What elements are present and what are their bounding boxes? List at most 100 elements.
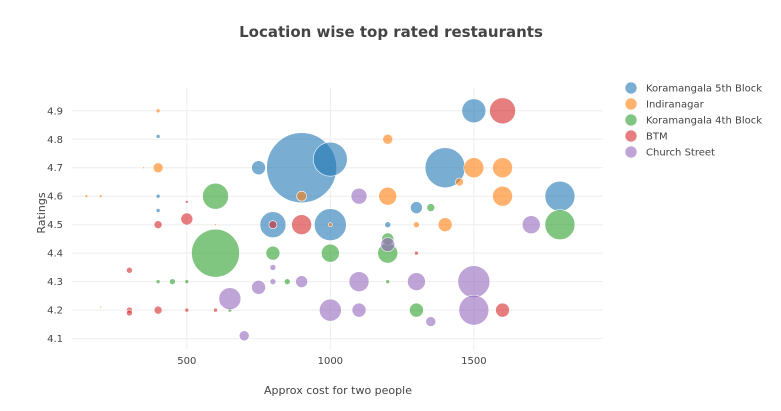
data-point[interactable] <box>380 237 396 252</box>
data-point[interactable] <box>184 279 190 284</box>
legend-label: Koramangala 4th Block <box>646 116 762 127</box>
data-point[interactable] <box>126 266 133 274</box>
y-tick-label: 4.1 <box>47 334 63 345</box>
data-point[interactable] <box>126 309 133 317</box>
data-point[interactable] <box>463 157 485 179</box>
data-point[interactable] <box>414 250 419 256</box>
y-tick-label: 4.7 <box>47 163 63 174</box>
data-point[interactable] <box>152 162 164 174</box>
x-tick-label: 1500 <box>461 356 486 367</box>
legend-item[interactable]: Koramangala 4th Block <box>624 113 762 127</box>
data-point[interactable] <box>313 141 348 177</box>
data-point[interactable] <box>251 160 266 176</box>
data-point[interactable] <box>185 200 189 204</box>
legend-label: BTM <box>646 132 668 143</box>
data-point[interactable] <box>544 209 576 240</box>
x-tick-label: 500 <box>177 356 196 367</box>
legend-item[interactable]: BTM <box>624 129 668 143</box>
series-4 <box>218 187 541 342</box>
data-point[interactable] <box>382 133 394 145</box>
data-point[interactable] <box>348 271 370 292</box>
legend-item[interactable]: Church Street <box>624 145 715 159</box>
data-point[interactable] <box>544 180 576 212</box>
data-point[interactable] <box>214 223 217 226</box>
legend-label: Church Street <box>646 148 715 159</box>
data-point[interactable] <box>180 212 194 226</box>
data-point[interactable] <box>351 302 367 318</box>
data-point[interactable] <box>378 186 398 206</box>
data-point[interactable] <box>153 220 163 229</box>
legend-marker <box>624 81 638 95</box>
y-tick-label: 4.9 <box>47 106 63 117</box>
data-point[interactable] <box>492 185 513 207</box>
y-tick-label: 4.2 <box>47 306 63 317</box>
data-point[interactable] <box>155 134 161 139</box>
legend-marker <box>624 97 638 111</box>
data-point[interactable] <box>321 243 340 263</box>
data-point[interactable] <box>202 182 229 210</box>
legend: Koramangala 5th Block Indiranagar Koramang… <box>624 81 762 159</box>
data-point[interactable] <box>99 305 103 309</box>
data-point[interactable] <box>495 302 510 318</box>
data-point[interactable] <box>251 280 266 295</box>
data-point[interactable] <box>153 305 163 315</box>
data-point[interactable] <box>458 294 490 326</box>
data-point[interactable] <box>155 208 161 213</box>
legend-item[interactable]: Indiranagar <box>624 97 705 111</box>
y-axis-label: Ratings <box>35 192 48 233</box>
data-point[interactable] <box>489 97 516 125</box>
data-point[interactable] <box>319 298 342 322</box>
data-point[interactable] <box>155 279 161 284</box>
data-point[interactable] <box>269 278 277 285</box>
x-tick-label: 1000 <box>318 356 343 367</box>
data-point[interactable] <box>461 98 487 124</box>
data-point[interactable] <box>291 214 312 235</box>
axis-ticks: 4.1 4.2 4.3 4.4 4.5 4.6 4.7 4.8 4.9 500 1000 1500 <box>47 106 486 367</box>
data-point[interactable] <box>384 221 392 228</box>
data-point[interactable] <box>407 272 426 291</box>
data-point[interactable] <box>238 330 250 342</box>
data-point[interactable] <box>98 194 103 199</box>
chart-title: Location wise top rated restaurants <box>239 23 543 41</box>
data-point[interactable] <box>328 222 333 227</box>
data-point[interactable] <box>426 203 436 212</box>
data-point[interactable] <box>84 194 89 199</box>
y-tick-label: 4.6 <box>47 192 63 203</box>
y-tick-label: 4.4 <box>47 249 63 260</box>
data-point[interactable] <box>521 215 541 234</box>
legend-item[interactable]: Koramangala 5th Block <box>624 81 762 95</box>
y-tick-label: 4.8 <box>47 135 63 146</box>
data-point[interactable] <box>295 275 308 288</box>
data-point[interactable] <box>492 157 513 179</box>
data-point[interactable] <box>425 316 437 327</box>
data-point[interactable] <box>350 187 368 205</box>
plot-area <box>84 97 576 342</box>
data-point[interactable] <box>283 278 291 285</box>
data-point[interactable] <box>269 264 277 271</box>
x-axis-label: Approx cost for two people <box>264 384 412 397</box>
data-point[interactable] <box>184 307 190 313</box>
series-3 <box>126 97 516 318</box>
data-point[interactable] <box>155 108 161 114</box>
data-point[interactable] <box>218 287 242 311</box>
data-point[interactable] <box>385 279 391 284</box>
legend-marker <box>624 129 638 143</box>
data-point[interactable] <box>155 193 161 199</box>
data-point[interactable] <box>191 228 240 278</box>
data-point[interactable] <box>142 166 146 170</box>
series-0 <box>155 98 576 241</box>
data-point[interactable] <box>413 221 420 228</box>
data-point[interactable] <box>457 265 491 298</box>
data-point[interactable] <box>213 307 218 313</box>
data-point[interactable] <box>169 278 176 285</box>
data-point[interactable] <box>409 302 424 318</box>
data-point[interactable] <box>410 201 423 214</box>
data-point[interactable] <box>437 217 453 232</box>
data-point[interactable] <box>268 220 278 229</box>
y-tick-label: 4.5 <box>47 220 63 231</box>
data-point[interactable] <box>296 190 307 202</box>
data-point[interactable] <box>455 177 464 187</box>
data-point[interactable] <box>265 245 281 261</box>
